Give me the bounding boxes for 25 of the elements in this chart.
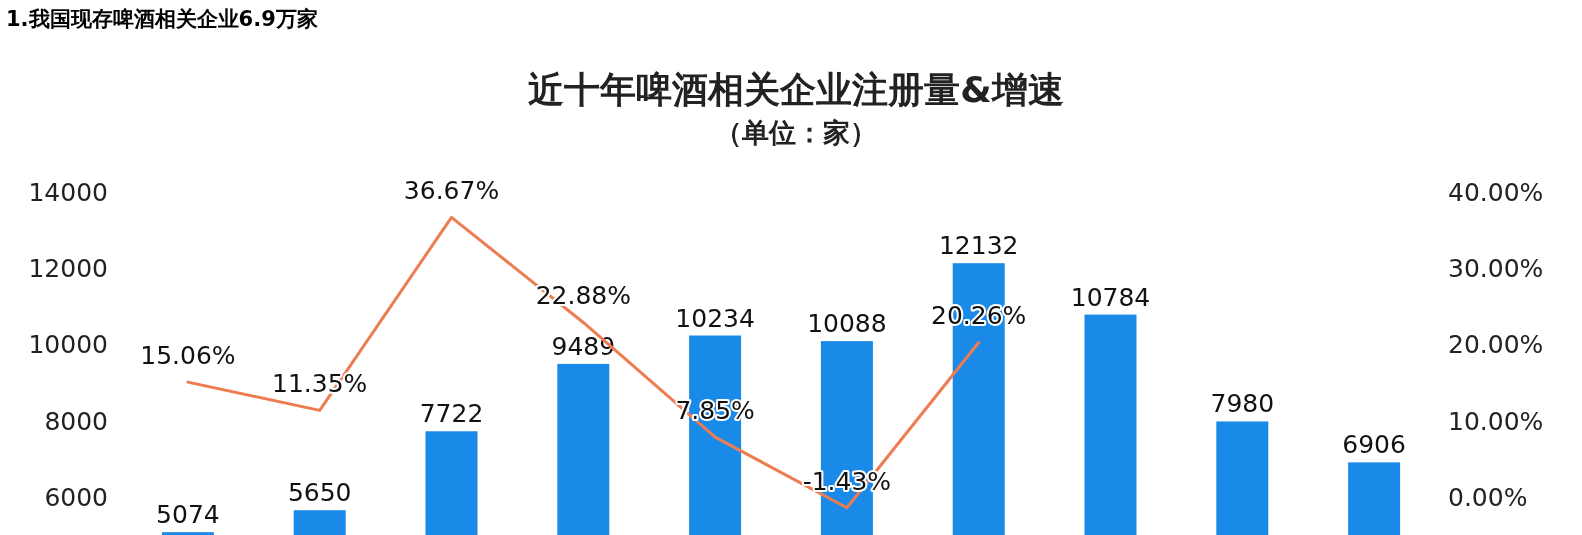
data-label: 5074 xyxy=(156,500,220,530)
chart-subtitle: （单位：家） xyxy=(715,117,877,148)
data-label: 15.06% xyxy=(140,341,236,371)
y2-tick-label: 30.00% xyxy=(1448,254,1544,284)
y2-tick-label: 10.00% xyxy=(1448,406,1544,436)
data-label: 36.67% xyxy=(403,176,500,206)
y-tick-label: 12000 xyxy=(28,254,108,284)
data-label: 9489 xyxy=(551,331,616,361)
data-label: 10234 xyxy=(675,303,755,333)
y-tick-label: 6000 xyxy=(44,482,108,512)
y-tick-label: 14000 xyxy=(28,178,108,207)
text: 1.我国现存啤酒相关企业6.9万家 xyxy=(6,7,318,31)
chart-title: 近十年啤酒相关企业注册量&增速 xyxy=(528,69,1064,110)
data-label: 7722 xyxy=(419,399,484,429)
data-label: 12132 xyxy=(938,231,1019,261)
data-label: 7980 xyxy=(1210,389,1275,419)
data-label: 10784 xyxy=(1070,282,1151,312)
data-label: 6906 xyxy=(1342,430,1406,460)
y-tick-label: 10000 xyxy=(28,330,108,360)
y2-tick-label: 40.00% xyxy=(1448,178,1544,207)
y2-tick-label: 0.00% xyxy=(1448,482,1528,512)
data-label: 10088 xyxy=(807,309,887,339)
data-label: 5650 xyxy=(287,478,352,508)
y-tick-label: 8000 xyxy=(44,406,108,436)
y2-tick-label: 20.00% xyxy=(1448,330,1544,360)
